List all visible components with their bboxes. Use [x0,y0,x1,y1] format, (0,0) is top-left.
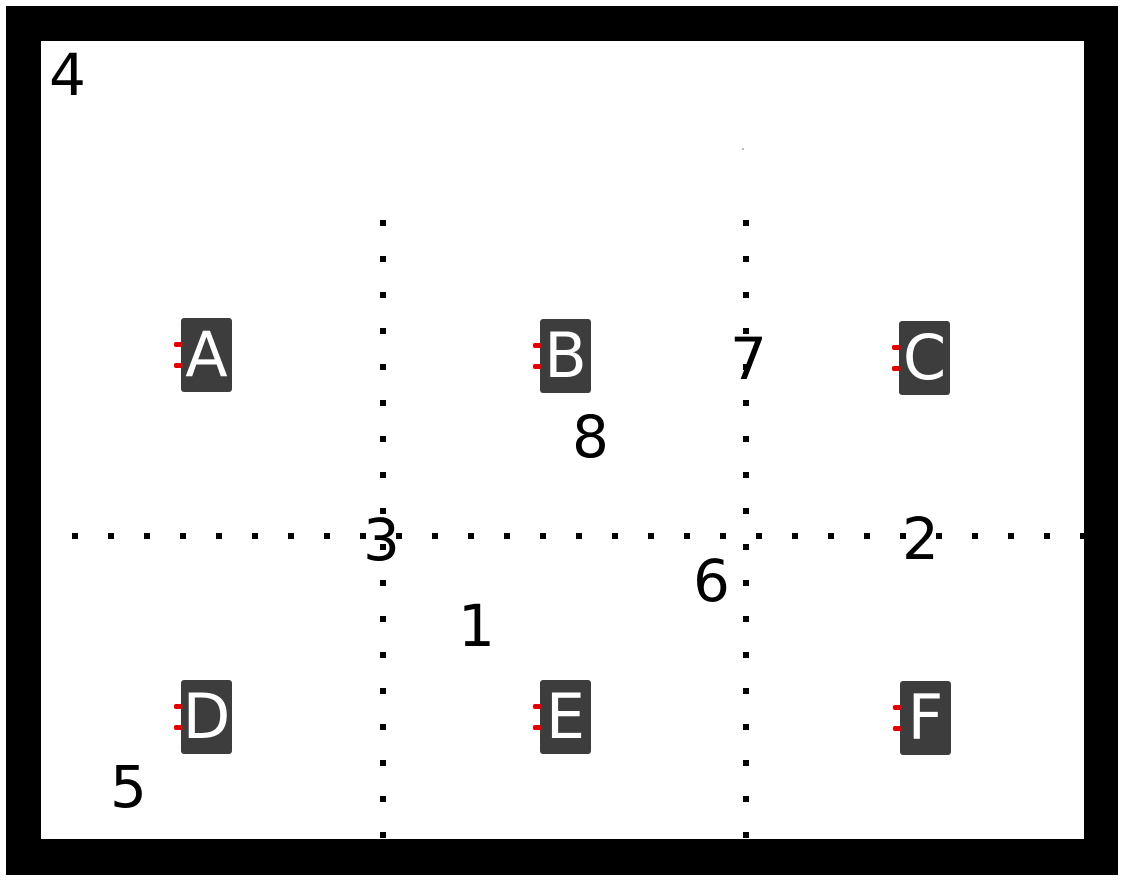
region-number-7: 7 [730,325,767,393]
region-number-8: 8 [572,403,609,471]
box-f: F [893,681,951,755]
box-f-label: F [907,681,944,754]
small-dot [742,148,744,150]
red-pin-top [174,342,183,347]
red-pin-top [533,343,542,348]
box-c-label: C [902,321,947,394]
red-pin-bottom [174,725,183,730]
red-pin-bottom [893,726,902,731]
box-d-label: D [182,680,231,753]
box-c: C [892,321,950,395]
box-a: A [174,318,232,392]
region-number-3: 3 [363,506,400,574]
box-b-label: B [544,319,587,392]
red-pin-top [533,704,542,709]
box-b: B [533,319,591,393]
region-number-6: 6 [693,547,730,615]
region-number-2: 2 [902,505,939,573]
box-a-label: A [185,318,228,391]
red-pin-bottom [892,366,901,371]
box-d: D [174,680,232,754]
region-number-4: 4 [49,41,86,109]
box-e-label: E [545,680,586,753]
region-number-5: 5 [110,753,147,821]
red-pin-top [892,345,901,350]
red-pin-bottom [533,725,542,730]
region-number-1: 1 [458,592,495,660]
red-pin-bottom [174,363,183,368]
red-pin-bottom [533,364,542,369]
red-pin-top [174,704,183,709]
red-pin-top [893,705,902,710]
box-e: E [533,680,591,754]
